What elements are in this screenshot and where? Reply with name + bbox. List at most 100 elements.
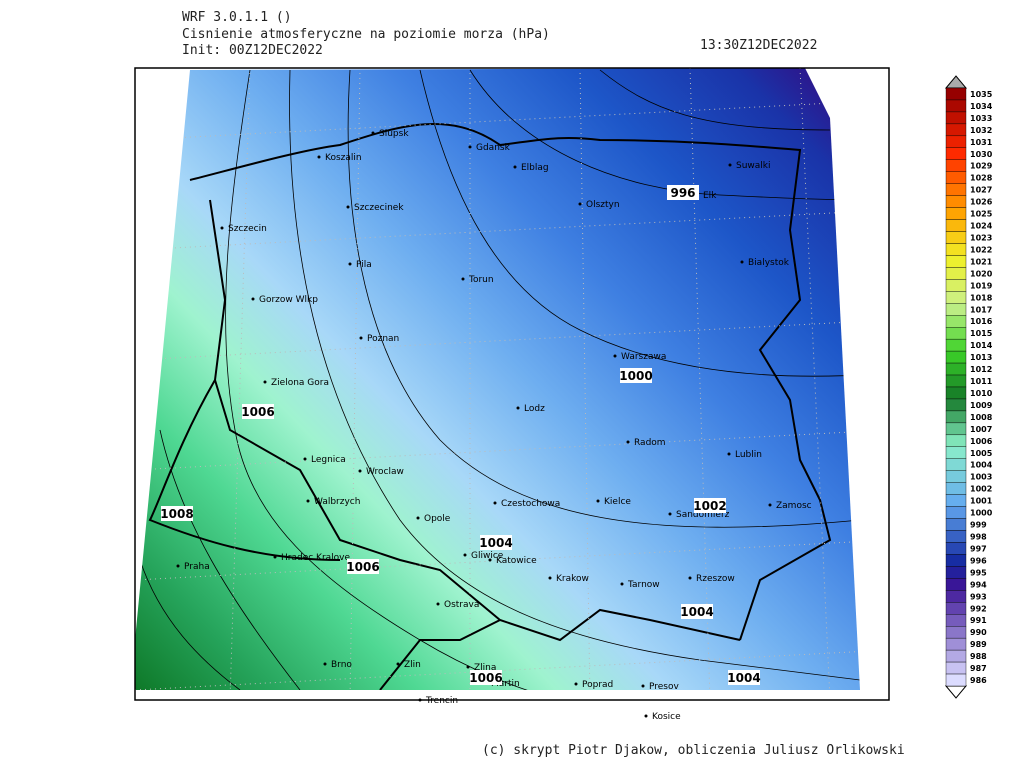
city-marker <box>358 469 362 473</box>
legend-swatch <box>945 386 967 400</box>
city-label: Zlin <box>404 660 421 670</box>
legend-swatch <box>945 111 967 125</box>
legend-swatch <box>945 219 967 232</box>
legend-label: 995 <box>970 568 987 577</box>
city-marker <box>574 682 578 686</box>
city-label: Warszawa <box>621 352 666 362</box>
legend-swatch <box>945 267 967 280</box>
legend-swatch <box>945 183 967 196</box>
legend-label: 986 <box>970 676 987 685</box>
city-marker <box>359 336 363 340</box>
grid <box>135 68 860 690</box>
contour-label: 1006 <box>241 405 274 419</box>
legend-swatch <box>945 315 967 328</box>
city-label: Czestochowa <box>501 499 560 509</box>
city-marker <box>323 662 327 666</box>
contour-label-bg <box>242 404 274 419</box>
legend-label: 1022 <box>970 245 992 254</box>
legend-swatch <box>945 195 967 208</box>
city-marker <box>727 452 731 456</box>
legend-label: 1028 <box>970 174 993 183</box>
city-label: Sandomierz <box>676 510 730 520</box>
legend-label: 1023 <box>970 234 992 243</box>
legend-swatch <box>945 243 967 256</box>
legend-swatch <box>945 255 967 268</box>
city-label: Hradec Kralove <box>281 553 350 563</box>
city-marker <box>346 205 350 209</box>
contour-labels: 996 1000 1006 1008 1004 1006 1002 1004 1006 1004 <box>160 185 761 685</box>
city-marker <box>513 165 517 169</box>
city-label: Martin <box>491 679 520 689</box>
legend-swatch <box>945 207 967 220</box>
city-marker <box>596 499 600 503</box>
city-marker <box>644 714 648 718</box>
city-label: Praha <box>184 562 210 572</box>
city-marker <box>436 602 440 606</box>
legend-label: 1013 <box>970 353 992 362</box>
contour-label: 1006 <box>469 671 502 685</box>
city-marker <box>613 354 617 358</box>
legend-label: 1012 <box>970 365 992 374</box>
legend-swatch <box>945 494 967 507</box>
legend-label: 1015 <box>970 329 993 338</box>
contour-label-bg <box>470 670 502 685</box>
legend-swatch <box>945 458 967 471</box>
city-label: Lodz <box>524 404 545 414</box>
contour-label: 1006 <box>346 560 379 574</box>
contour-label: 1004 <box>727 671 760 685</box>
legend-swatch <box>945 171 967 184</box>
legend-swatch <box>945 362 967 376</box>
city-marker <box>728 163 732 167</box>
legend-label: 989 <box>970 640 987 649</box>
legend-label: 1009 <box>970 401 993 410</box>
contour-label-bg <box>347 559 379 574</box>
legend-label: 1019 <box>970 281 993 290</box>
city-marker <box>461 277 465 281</box>
contour-label-bg <box>694 498 726 513</box>
cities: Slupsk Koszalin Gdansk Elblag Olsztyn Suwalki… <box>176 129 812 722</box>
legend-swatch <box>945 554 967 567</box>
legend-swatch <box>945 159 967 172</box>
legend-label: 1027 <box>970 186 992 195</box>
legend-label: 1025 <box>970 210 993 219</box>
city-label: Kielce <box>604 497 631 507</box>
city-marker <box>493 501 497 505</box>
city-label: Krakow <box>556 574 589 584</box>
city-label: Rzeszow <box>696 574 735 584</box>
city-label: Tarnow <box>627 580 660 590</box>
legend-swatch <box>945 566 967 579</box>
city-label: Radom <box>634 438 666 448</box>
legend-label: 1001 <box>970 497 993 506</box>
city-marker <box>263 380 267 384</box>
city-label: Brno <box>331 660 352 670</box>
legend-swatch <box>945 410 967 424</box>
legend-label: 991 <box>970 616 987 625</box>
contour-label-bg <box>161 506 193 521</box>
legend-swatch <box>945 99 967 113</box>
legend-label: 1002 <box>970 485 992 494</box>
city-label: Koszalin <box>325 153 362 163</box>
legend-swatch <box>945 649 967 663</box>
city-label: Opole <box>424 514 451 524</box>
legend-label: 993 <box>970 592 987 601</box>
legend-swatch <box>945 482 967 495</box>
city-label: Gliwice <box>471 551 504 561</box>
legend-label: 1030 <box>970 150 993 159</box>
legend-swatch <box>945 231 967 244</box>
legend-arrow-top <box>944 75 968 89</box>
footer: (c) skrypt Piotr Djakow, obliczenia Juli… <box>482 743 905 758</box>
city-label: Kosice <box>652 712 681 722</box>
city-label: Zamosc <box>776 501 812 511</box>
city-marker <box>688 576 692 580</box>
legend-swatch <box>945 661 967 675</box>
legend-swatch <box>945 578 967 591</box>
legend-swatch <box>945 147 967 160</box>
legend-swatch <box>945 590 967 603</box>
contour-label: 1000 <box>619 369 652 383</box>
city-marker <box>317 155 321 159</box>
legend-label: 998 <box>970 533 987 542</box>
city-label: Elk <box>703 191 717 201</box>
map-frame <box>134 67 890 701</box>
legend-label: 996 <box>970 556 987 565</box>
legend-label: 1008 <box>970 413 993 422</box>
